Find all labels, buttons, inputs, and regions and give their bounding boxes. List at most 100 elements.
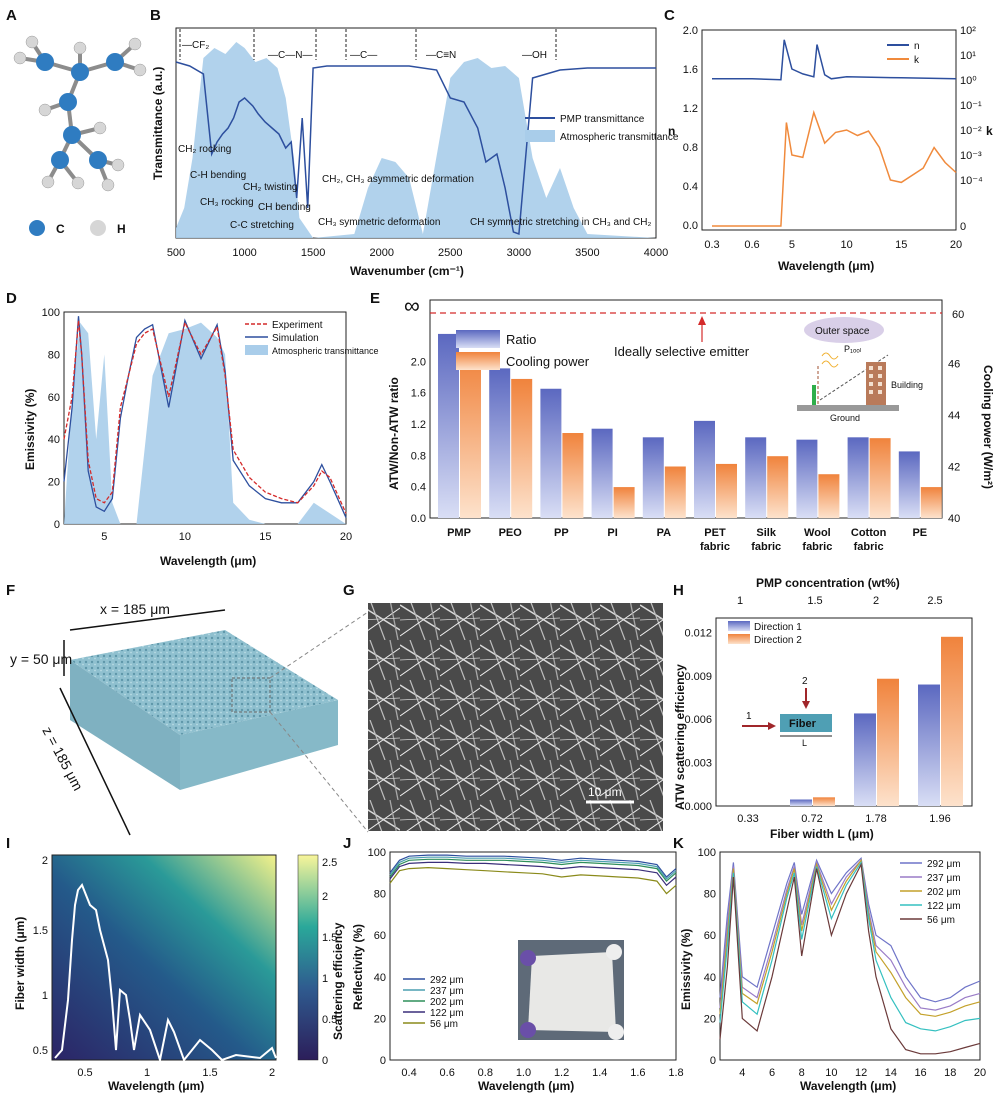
- panel-c-ylabel-right: k: [986, 124, 993, 138]
- legend-dir1-swatch: [728, 621, 750, 631]
- category-label: PE: [912, 527, 927, 539]
- j-x-tick-label: 0.4: [401, 1067, 416, 1079]
- panel-i-ylabel: Fiber width (μm): [13, 917, 27, 1010]
- carbon-legend-dot: [29, 220, 45, 236]
- j-y-tick-label: 20: [374, 1013, 386, 1025]
- inset-fiber: Fiber: [789, 718, 817, 730]
- panel-letter-f: F: [6, 582, 15, 599]
- c-yr-tick-label: 10⁰: [960, 75, 977, 87]
- colorbar: [297, 854, 319, 1061]
- i-x-tick-label: 1: [144, 1067, 150, 1079]
- panel-letter-k: K: [673, 835, 684, 852]
- i-cbar-tick-label: 2: [322, 891, 328, 903]
- photo-film: [528, 952, 616, 1032]
- h-top-tick-label: 2.5: [927, 595, 942, 607]
- k-x-tick-label: 18: [944, 1067, 956, 1079]
- panel-b-annotations: CH₂ rocking C-H bending CH₃ rocking C-C …: [178, 144, 651, 231]
- category-label: PEO: [499, 527, 523, 539]
- b-x-tick-label: 1000: [232, 247, 256, 259]
- k-y-tick-label: 20: [704, 1013, 716, 1025]
- width-label: 1.96: [929, 813, 950, 825]
- panel-b-xticks: 500 1000 1500 2000 2500 3000 3500 4000: [167, 247, 668, 259]
- group-carbonyl: —C—: [350, 50, 377, 61]
- ann-ch-bending-2: CH bending: [258, 202, 311, 213]
- c-yr-tick-label: 10¹: [960, 50, 976, 62]
- panel-e-ticks: 0.0 0.4 0.8 1.2 1.6 2.0 40 42 44 46: [411, 356, 961, 525]
- glove-right-bottom: [608, 1024, 624, 1040]
- fiber-icon: [780, 714, 832, 732]
- category-label: Cotton: [851, 527, 887, 539]
- j-x-tick-label: 1.6: [630, 1067, 645, 1079]
- i-cbar-tick-label: 0: [322, 1055, 328, 1067]
- i-cbar-tick-label: 1: [322, 973, 328, 985]
- panel-f-x: x = 185 μm: [100, 601, 170, 617]
- panel-f: x = 185 μm y = 50 μm z = 185 μm: [10, 601, 369, 836]
- i-y-tick-label: 2: [42, 855, 48, 867]
- panel-d-ticks: 5 10 15 20 0 20 40 60 80 100: [42, 307, 352, 543]
- panel-letters: A B C D E F G H I J K: [6, 7, 684, 852]
- cooling-power-bar: [511, 378, 533, 518]
- ratio-bar: [438, 333, 459, 518]
- k-y-tick-label: 0: [710, 1055, 716, 1067]
- panel-i-ticks: 0.5 1 1.5 2 0.5 1 1.5 2 0 0.5 1 1.5 2 2.5: [33, 855, 338, 1079]
- legend-label: 202 μm: [430, 997, 464, 1008]
- inset-dir2: 2: [802, 676, 808, 687]
- category-label: PMP: [447, 527, 471, 539]
- reflectivity-line: [389, 866, 677, 895]
- legend-atm-d-swatch: [245, 345, 268, 355]
- d-y-tick-label: 0: [54, 519, 60, 531]
- zoom-line-bottom: [269, 711, 369, 833]
- k-x-tick-label: 16: [914, 1067, 926, 1079]
- panel-k-xlabel: Wavelength (μm): [800, 1079, 896, 1093]
- ground-icon: [797, 405, 899, 411]
- i-y-tick-label: 1.5: [33, 925, 48, 937]
- glove-left-top: [520, 950, 536, 966]
- b-x-tick-label: 3500: [575, 247, 599, 259]
- category-label: fabric: [802, 541, 832, 553]
- category-label: fabric: [700, 541, 730, 553]
- group-nitrile: —C≡N: [426, 50, 456, 61]
- e-yl-tick-label: 1.2: [411, 419, 426, 431]
- reflectivity-line: [389, 854, 677, 878]
- c-x-tick-label: 0.3: [704, 239, 719, 251]
- n-line: [712, 39, 957, 81]
- k-x-tick-label: 4: [739, 1067, 745, 1079]
- h-y-tick-label: 0.009: [684, 671, 712, 683]
- panel-e-legend: Ratio Cooling power: [456, 330, 590, 370]
- carbon-legend-label: C: [56, 222, 65, 236]
- panel-e-ylabel-left: ATW/Non-ATW ratio: [387, 377, 401, 490]
- panel-k-ylabel: Emissivity (%): [679, 929, 693, 1010]
- panel-i: 0.5 1 1.5 2 0.5 1 1.5 2 0 0.5 1 1.5 2 2.5 Wavelength …: [13, 854, 345, 1093]
- j-y-tick-label: 100: [368, 847, 386, 859]
- panel-e-infinity: ∞: [404, 293, 420, 318]
- d-y-tick-label: 40: [48, 434, 60, 446]
- d-x-tick-label: 20: [340, 531, 352, 543]
- legend-atm-d-label: Atmospheric transmittance: [272, 346, 379, 356]
- simulation-line: [63, 316, 347, 518]
- c-x-tick-label: 0.6: [744, 239, 759, 251]
- group-cf2: —CF₂: [182, 40, 209, 51]
- h-y-tick-label: 0.003: [684, 758, 712, 770]
- b-x-tick-label: 4000: [644, 247, 668, 259]
- legend-n-label: n: [914, 41, 920, 52]
- panel-letter-e: E: [370, 290, 380, 307]
- x-dimension-arrow: [69, 609, 226, 631]
- inset-ground: Ground: [830, 413, 860, 423]
- j-x-tick-label: 1.8: [668, 1067, 683, 1079]
- c-yr-tick-label: 0: [960, 221, 966, 233]
- c-yr-tick-label: 10⁻⁴: [960, 175, 983, 187]
- e-yl-tick-label: 0.8: [411, 450, 426, 462]
- group-oh: —OH: [522, 50, 547, 61]
- panel-h-xlabel: Fiber width L (μm): [770, 827, 874, 841]
- panel-k-plot: [719, 856, 981, 1055]
- panel-b-ylabel: Transmittance (a.u.): [151, 67, 165, 180]
- emissivity-line: [719, 860, 981, 1032]
- ratio-bar: [489, 368, 511, 518]
- e-yl-tick-label: 0.0: [411, 513, 426, 525]
- legend-power-label: Cooling power: [506, 354, 590, 369]
- h-y-tick-label: 0.006: [684, 714, 712, 726]
- i-cbar-tick-label: 1.5: [322, 932, 337, 944]
- legend-dir2-label: Direction 2: [754, 635, 802, 646]
- glove-left-bottom: [520, 1022, 536, 1038]
- panel-d-plot: [63, 316, 347, 524]
